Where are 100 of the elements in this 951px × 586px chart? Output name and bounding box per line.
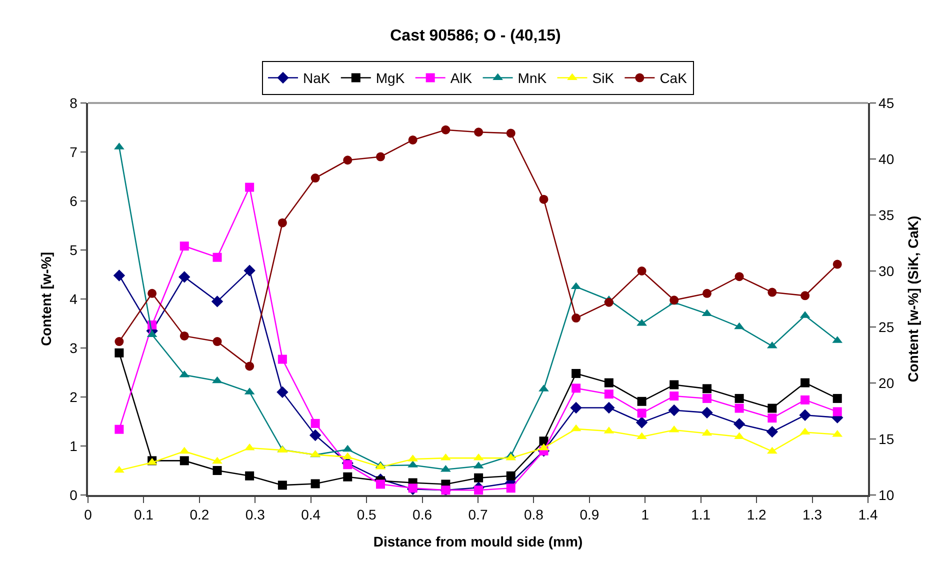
point <box>114 466 124 473</box>
point <box>637 408 646 418</box>
legend-label: NaK <box>303 70 331 86</box>
point <box>278 218 287 228</box>
point <box>572 384 581 393</box>
y2-tick-label: 20 <box>878 374 894 391</box>
point <box>799 409 811 421</box>
x-tick-label: 0.3 <box>245 506 266 523</box>
point <box>114 348 124 358</box>
point <box>800 395 810 404</box>
y-tick-label: 1 <box>70 438 78 454</box>
point <box>212 376 222 384</box>
x-tick-label: 0.4 <box>301 506 321 523</box>
point <box>245 471 254 480</box>
point <box>636 416 648 428</box>
point <box>212 456 222 464</box>
y2-tick-label: 15 <box>878 430 894 447</box>
point <box>114 337 124 346</box>
legend-label: MgK <box>376 70 406 86</box>
point <box>474 486 484 495</box>
point <box>734 404 744 413</box>
x-tick-label: 0.1 <box>134 506 154 523</box>
point <box>800 378 810 388</box>
point <box>572 314 581 323</box>
point <box>310 418 320 428</box>
y-axis-title: Content [w-%] <box>38 252 54 346</box>
point <box>637 266 646 276</box>
point <box>734 272 744 282</box>
point <box>474 473 484 482</box>
point <box>832 407 842 416</box>
point <box>702 288 712 298</box>
point <box>212 337 222 346</box>
point <box>180 456 189 466</box>
point <box>211 296 224 308</box>
point <box>604 378 614 388</box>
x-tick-label: 0.2 <box>190 506 210 523</box>
y-tick-label: 6 <box>70 192 78 209</box>
x-tick-label: 0.5 <box>356 506 377 523</box>
point <box>376 152 385 162</box>
point <box>734 322 744 330</box>
point <box>538 443 549 450</box>
point <box>733 418 746 430</box>
point <box>506 471 516 480</box>
chart-title: Cast 90586; O - (40,15) <box>390 28 561 44</box>
point <box>766 426 778 438</box>
point <box>572 368 581 378</box>
point <box>180 331 189 340</box>
legend-label: AlK <box>450 70 473 86</box>
point <box>539 194 548 204</box>
point <box>832 394 842 403</box>
y2-tick-label: 40 <box>878 150 894 167</box>
x-tick-label: 0.9 <box>580 506 600 523</box>
x-tick-label: 1.1 <box>691 506 711 523</box>
point <box>506 484 516 493</box>
x-tick-label: 0.6 <box>412 506 432 523</box>
point <box>408 135 418 144</box>
point <box>702 394 712 403</box>
point <box>506 128 516 138</box>
point <box>276 386 288 398</box>
x-axis-title: Distance from mould side (mm) <box>373 533 583 550</box>
y2-tick-label: 25 <box>878 318 894 335</box>
point <box>244 264 256 276</box>
point <box>668 404 680 416</box>
point <box>636 432 647 440</box>
point <box>702 384 712 394</box>
legend-label: CaK <box>660 70 688 86</box>
point <box>637 396 646 406</box>
point <box>734 394 744 403</box>
point <box>800 291 810 300</box>
point <box>768 414 777 423</box>
point <box>343 460 352 470</box>
legend-label: SiK <box>592 70 615 86</box>
legend-label: MnK <box>518 70 548 86</box>
point <box>180 242 189 251</box>
x-tick-label: 1 <box>641 506 650 523</box>
x-tick-label: 1.2 <box>746 506 767 523</box>
point <box>114 424 124 434</box>
point <box>310 174 320 183</box>
y2-tick-label: 45 <box>878 94 894 111</box>
point <box>570 402 582 414</box>
x-tick-label: 0.8 <box>524 506 544 523</box>
point <box>310 479 320 488</box>
point <box>539 436 548 446</box>
y-tick-label: 3 <box>70 340 78 356</box>
point <box>832 260 842 269</box>
point <box>278 480 287 490</box>
point <box>734 432 744 440</box>
x-tick-label: 0 <box>84 506 92 523</box>
point <box>309 429 322 442</box>
x-tick-label: 0.7 <box>468 506 488 523</box>
point <box>670 392 679 401</box>
y-tick-label: 2 <box>70 388 78 405</box>
point <box>343 156 352 165</box>
y2-tick-label: 35 <box>878 206 894 223</box>
point <box>768 288 777 297</box>
point <box>148 288 157 298</box>
point <box>212 252 222 262</box>
point <box>603 402 615 414</box>
point <box>343 472 352 482</box>
point <box>178 271 190 283</box>
